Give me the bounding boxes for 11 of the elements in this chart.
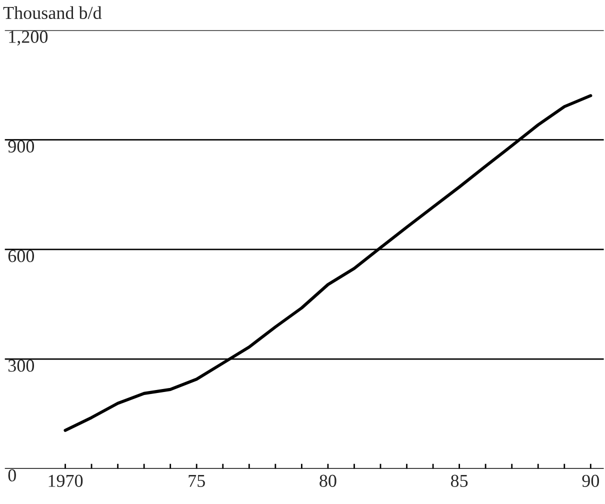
y-tick-label: 900 bbox=[8, 140, 34, 153]
y-tick-label: 600 bbox=[8, 250, 34, 262]
x-tick-label: 80 bbox=[320, 474, 336, 487]
x-tick-label: 85 bbox=[450, 474, 468, 487]
x-tick-label: 1970 bbox=[48, 474, 83, 487]
y-tick-label: 0 bbox=[8, 469, 16, 482]
y-tick-label: 300 bbox=[8, 360, 34, 372]
x-tick-label: 90 bbox=[582, 474, 599, 487]
x-tick-label: 75 bbox=[188, 474, 205, 487]
y-tick-label: 1,200 bbox=[9, 30, 48, 46]
y-axis-title: Thousand b/d bbox=[3, 6, 102, 20]
